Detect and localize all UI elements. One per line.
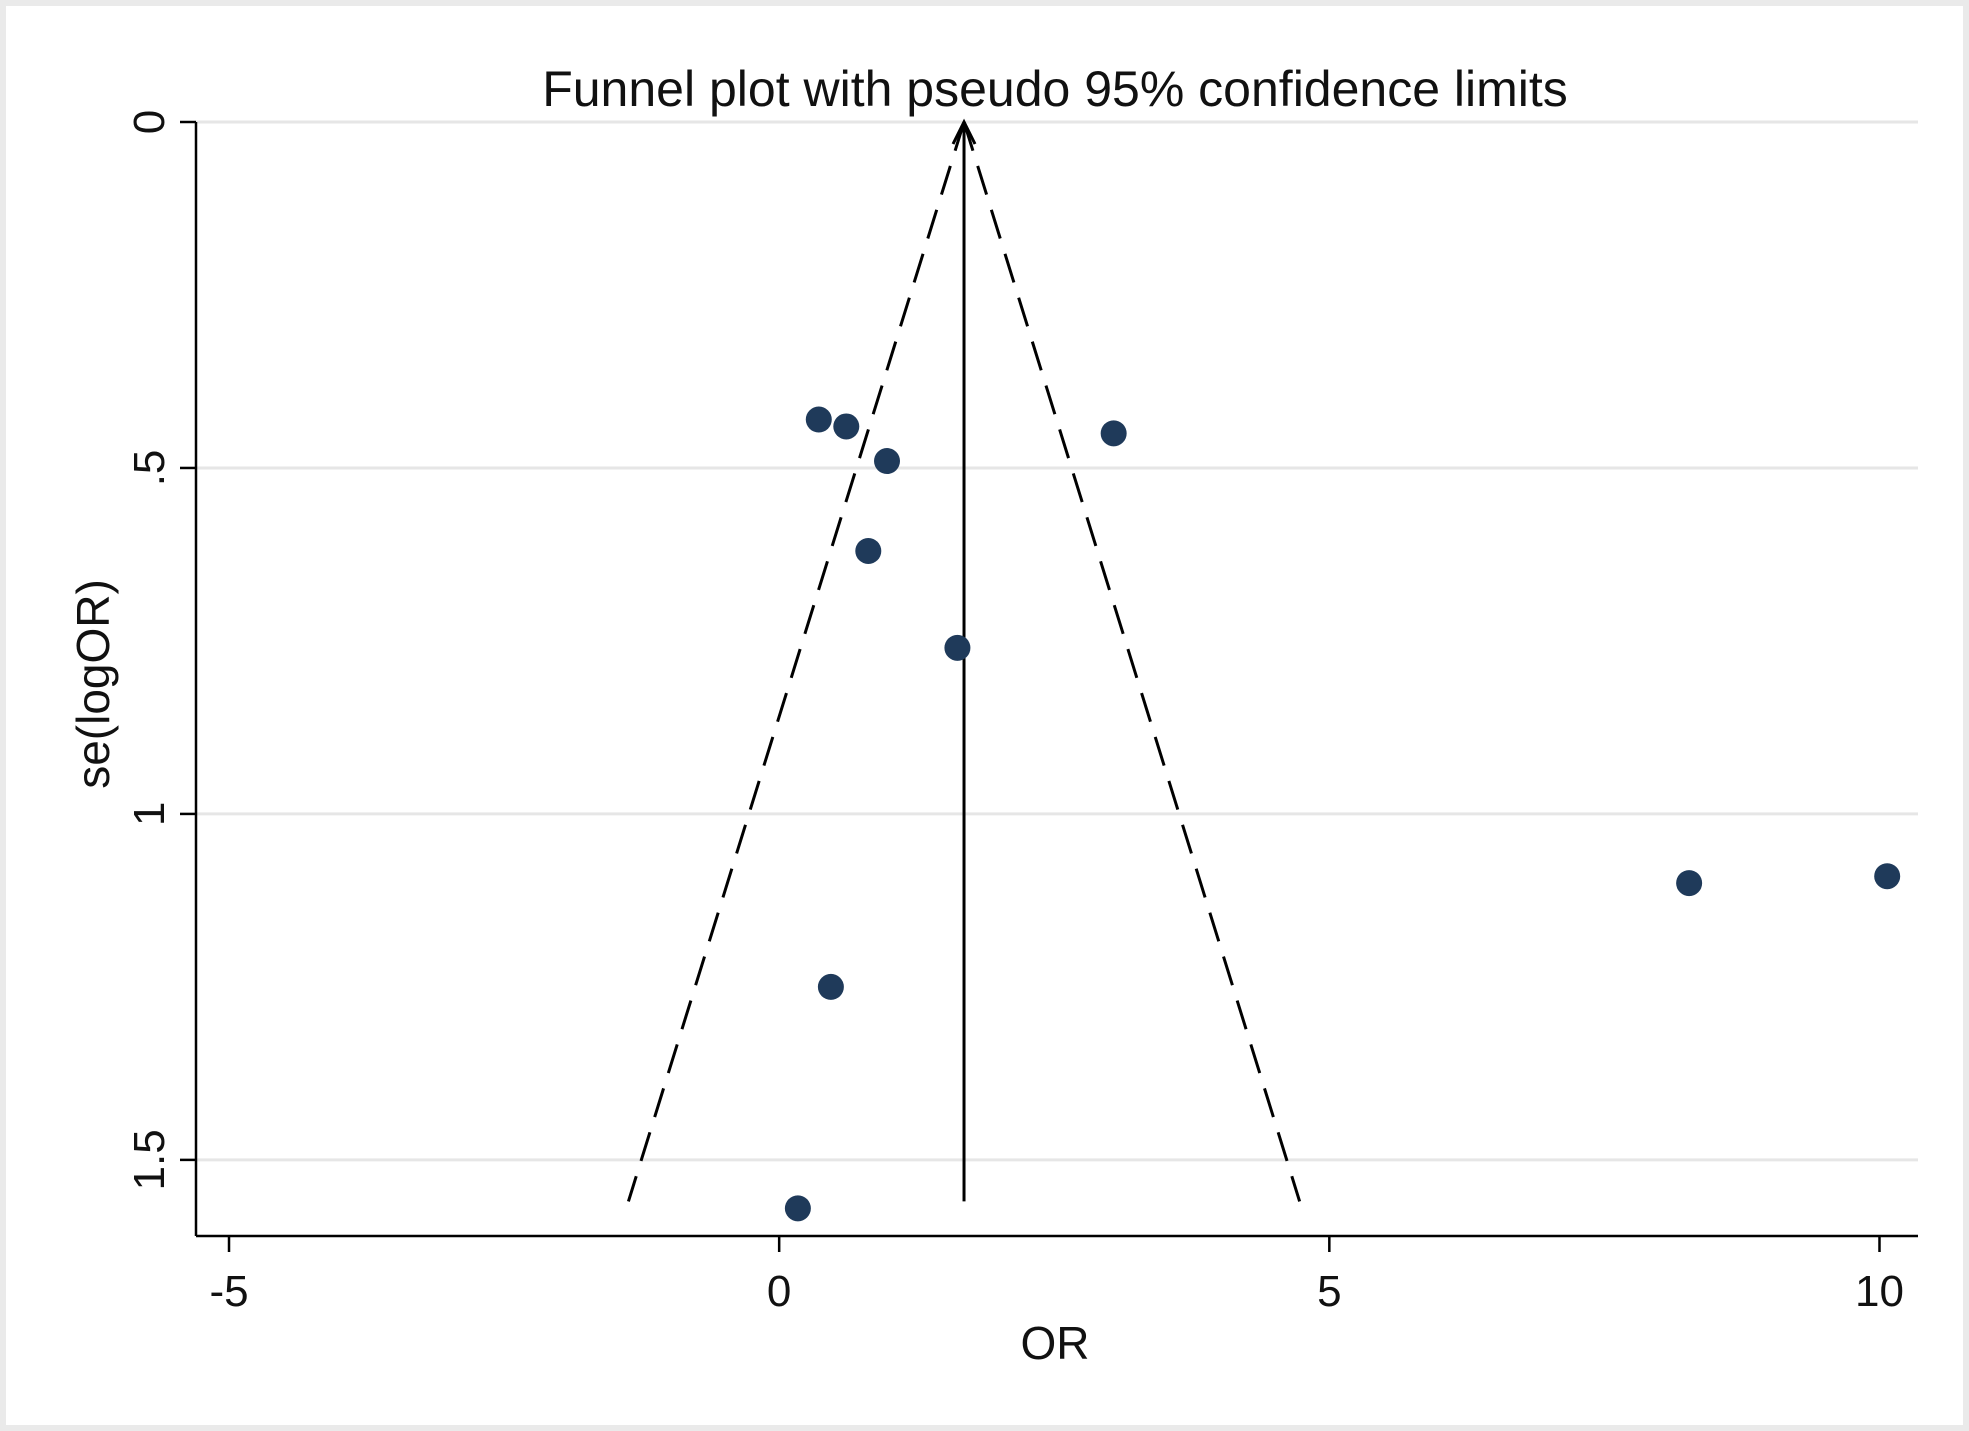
x-tick-label: 0 <box>767 1267 791 1316</box>
data-point <box>784 1195 811 1222</box>
data-point <box>805 406 832 433</box>
data-point <box>944 634 971 661</box>
x-tick-label: 10 <box>1855 1267 1904 1316</box>
data-point <box>833 413 860 440</box>
x-tick-label: -5 <box>209 1267 248 1316</box>
y-axis-label: se(logOR) <box>67 579 119 789</box>
y-tick-label: .5 <box>125 450 174 487</box>
pseudo-ci-upper-line <box>962 121 1302 1202</box>
data-point <box>855 537 882 564</box>
study-points <box>784 406 1901 1222</box>
funnel-plot: -5 0 5 10 0 .5 1 1.5 Funnel plot with pseudo 95… <box>67 61 1918 1369</box>
y-tick-label: 1 <box>125 802 174 826</box>
axes <box>194 122 1918 1238</box>
chart-canvas: -5 0 5 10 0 .5 1 1.5 Funnel plot with pseudo 95… <box>6 6 1963 1425</box>
data-point <box>1100 420 1127 447</box>
x-tick-label: 5 <box>1317 1267 1341 1316</box>
y-tick-label: 0 <box>125 110 174 134</box>
data-point <box>874 448 901 475</box>
data-point <box>1874 863 1901 890</box>
gridlines <box>196 120 1918 1162</box>
chart-title: Funnel plot with pseudo 95% confidence l… <box>542 61 1568 117</box>
pseudo-ci-lower-line <box>626 121 966 1202</box>
data-point <box>817 973 844 1000</box>
pooled-estimate-arrowhead <box>951 118 977 145</box>
data-point <box>1676 870 1703 897</box>
y-tick-label: 1.5 <box>125 1129 174 1190</box>
funnel-lines <box>626 118 1302 1202</box>
x-axis-label: OR <box>1021 1317 1090 1369</box>
axis-ticks: -5 0 5 10 0 .5 1 1.5 <box>125 110 1904 1316</box>
